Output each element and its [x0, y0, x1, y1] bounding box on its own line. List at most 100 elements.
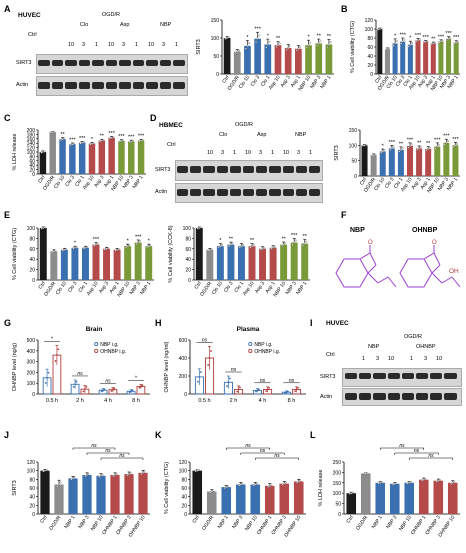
data-point — [56, 485, 59, 488]
sig-label: ns — [399, 443, 405, 449]
data-point — [424, 40, 427, 43]
data-point — [41, 151, 44, 153]
data-point — [418, 38, 421, 41]
x-tick-label: NBP 3 — [77, 515, 90, 530]
data-point — [237, 49, 240, 52]
panel-label-d: D — [150, 113, 157, 123]
western-blot-a: HUVEC OGD/R Ctrl Clo Asp NBP 10 3 1 10 3… — [10, 10, 190, 100]
sig-label: ns — [77, 371, 83, 377]
y-tick-label: 80 — [181, 477, 187, 483]
bar — [124, 474, 134, 514]
x-tick-label: NBP 10 — [244, 515, 259, 533]
bar — [88, 143, 96, 174]
bar — [305, 45, 312, 74]
bar — [235, 484, 246, 514]
data-point — [130, 140, 133, 143]
bar — [138, 472, 148, 514]
sig-label: ns — [414, 448, 420, 454]
chart-h-plasma: 0 200 400 600 OHNBP level (ng/ml) Plasma ns 0.5… — [160, 322, 310, 428]
bar — [293, 481, 304, 514]
sig-label: ns — [260, 448, 266, 454]
data-point — [453, 480, 456, 483]
data-point — [82, 390, 85, 393]
bar — [377, 29, 383, 74]
x-tick-label: Ctrl — [194, 281, 203, 291]
data-point — [319, 40, 322, 43]
y-tick-label: 60 — [181, 486, 187, 492]
bar — [59, 139, 66, 174]
data-point — [438, 478, 441, 481]
blot-band — [229, 166, 241, 173]
data-point — [248, 42, 251, 45]
y-tick-label: 60 — [185, 247, 191, 253]
y-tick-label: 0 — [184, 392, 187, 398]
data-point — [69, 144, 72, 146]
drug-label-ohnbp: OHNBP — [416, 344, 436, 350]
y-tick-label: 0 — [338, 512, 341, 518]
sig-bracket — [409, 457, 453, 460]
x-tick-label: NBP 1 — [132, 175, 145, 190]
data-point — [303, 242, 306, 245]
group-label: OGD/R — [235, 122, 254, 128]
bar — [96, 475, 106, 514]
data-point — [416, 148, 419, 151]
ctrl-label: Ctrl — [28, 32, 37, 38]
x-tick-label: NBP 3 — [231, 515, 244, 530]
x-tick-label: Clo 1 — [77, 281, 89, 294]
bar — [259, 248, 267, 280]
blot-band — [92, 82, 104, 89]
western-blot-d: HBMEC OGD/R Ctrl Clo Asp NBP 10 3 1 10 3… — [155, 120, 325, 205]
data-point — [73, 476, 76, 479]
data-point — [437, 143, 440, 146]
bar — [206, 491, 217, 514]
legend-marker — [94, 348, 99, 354]
y-tick-label: 100 — [183, 226, 192, 232]
data-point — [295, 49, 298, 52]
data-point — [363, 144, 366, 147]
data-point — [110, 390, 113, 392]
data-point — [240, 245, 243, 248]
data-point — [395, 40, 398, 43]
bar — [425, 149, 432, 176]
blot-band — [359, 373, 372, 379]
data-point — [377, 28, 380, 31]
data-point — [450, 482, 453, 485]
data-point — [199, 371, 202, 373]
dose-label: 3 — [122, 42, 126, 48]
data-point — [392, 44, 395, 47]
bar — [443, 142, 450, 176]
data-point — [54, 249, 57, 252]
data-point — [270, 483, 273, 486]
data-point — [102, 389, 104, 392]
x-tick-label: Clo 10 — [211, 281, 224, 296]
data-point — [114, 249, 117, 252]
data-point — [82, 247, 85, 250]
y-tick-label: 40 — [181, 495, 187, 501]
bar — [110, 475, 120, 514]
data-point — [257, 388, 260, 391]
data-point — [238, 246, 241, 249]
dose-label: 1 — [271, 150, 275, 156]
row-label-actin: Actin — [155, 189, 168, 195]
data-point — [299, 46, 301, 49]
data-point — [75, 246, 78, 248]
data-point — [266, 43, 269, 46]
bar — [415, 40, 421, 74]
bar — [60, 249, 68, 280]
y-axis-label: % LDH release — [318, 470, 324, 507]
data-point — [286, 390, 289, 393]
hydroxyl-label: OH — [449, 268, 459, 275]
data-point — [229, 243, 232, 246]
data-point — [410, 143, 413, 146]
data-point — [456, 40, 459, 43]
sig-label: ns — [428, 453, 434, 459]
data-point — [297, 480, 300, 483]
blot-band — [282, 189, 294, 196]
data-point — [365, 143, 368, 146]
blot-band — [345, 393, 358, 400]
blot-band — [190, 189, 202, 196]
blot-band — [146, 82, 158, 89]
data-point — [98, 476, 101, 478]
